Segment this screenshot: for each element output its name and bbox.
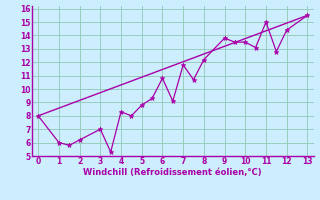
- X-axis label: Windchill (Refroidissement éolien,°C): Windchill (Refroidissement éolien,°C): [84, 168, 262, 177]
